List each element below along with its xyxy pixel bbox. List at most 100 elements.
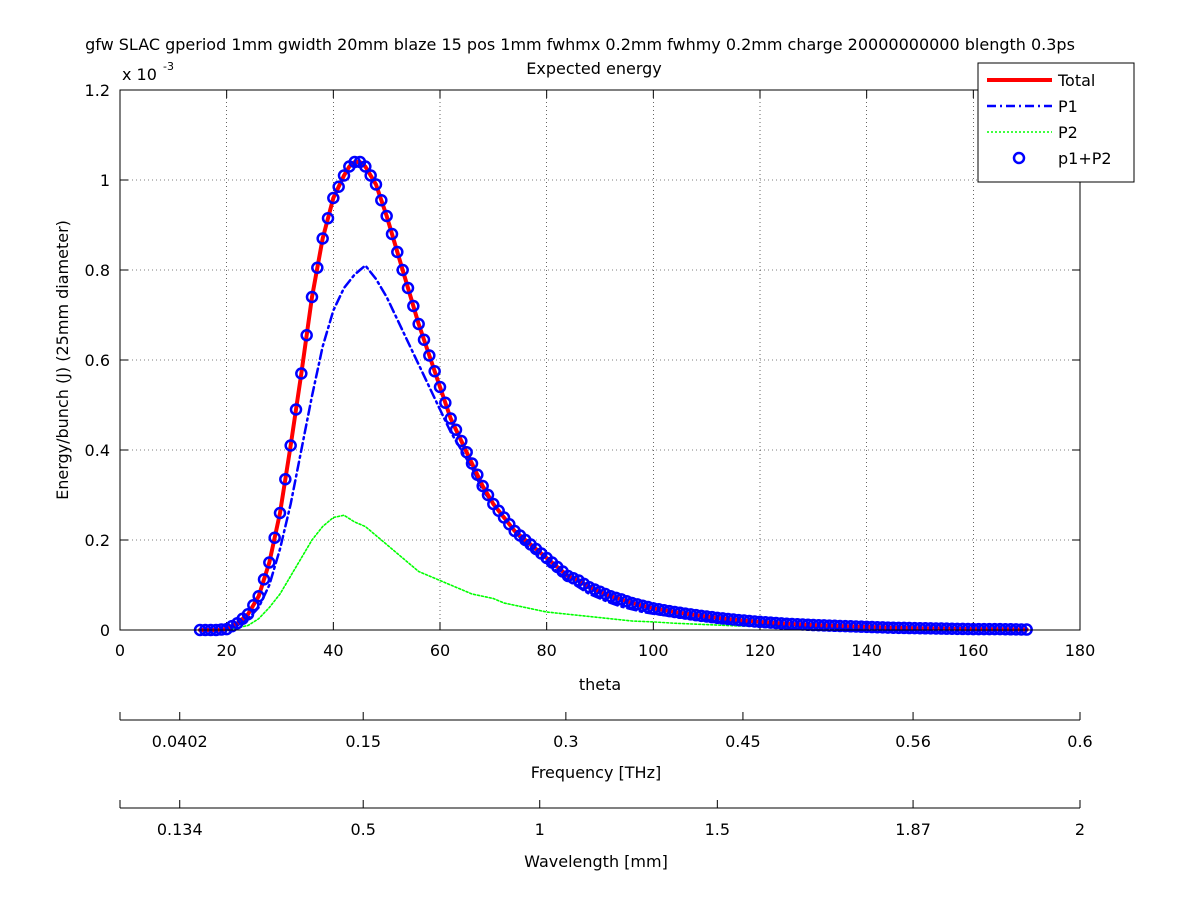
series-marker-p1p2 xyxy=(252,590,265,603)
y-tick-label: 0 xyxy=(100,621,110,640)
series-marker-p1p2 xyxy=(257,573,271,586)
legend-label-p2: P2 xyxy=(1058,123,1078,142)
series-marker-p1p2 xyxy=(300,329,313,342)
series-marker-p1p2 xyxy=(412,317,425,331)
series-marker-p1p2 xyxy=(279,473,292,486)
y-axis-ticks: 0 0.2 0.4 0.6 0.8 1 1.2 xyxy=(85,81,1080,640)
series-marker-p1p2 xyxy=(316,232,329,245)
x-tick-label: 120 xyxy=(745,641,776,660)
series-marker-p1p2 xyxy=(449,423,463,436)
secondary-axis-tick-label: 0.134 xyxy=(157,820,203,839)
series-marker-p1p2 xyxy=(327,191,340,205)
wavelength-axis: 0.134 0.5 1 1.5 1.87 2 xyxy=(119,800,1085,839)
y-tick-label: 0.2 xyxy=(85,531,110,550)
secondary-axis-tick-label: 0.0402 xyxy=(152,732,208,751)
series-marker-p1p2 xyxy=(439,396,452,409)
series-marker-p1p2 xyxy=(604,590,617,603)
secondary-axis-tick-label: 0.3 xyxy=(553,732,578,751)
secondary-axis-tick-label: 2 xyxy=(1075,820,1085,839)
series-marker-p1p2 xyxy=(305,290,319,304)
series-marker-p1p2 xyxy=(295,367,308,380)
series-marker-p1p2 xyxy=(241,608,255,621)
series-marker-p1p2 xyxy=(369,178,383,191)
series-marker-p1p2 xyxy=(417,333,431,346)
y-axis-label: Energy/bunch (J) (25mm diameter) xyxy=(53,220,72,500)
legend-box xyxy=(977,62,1135,183)
y-exponent-power: -3 xyxy=(163,60,174,73)
legend: Total P1 P2 p1+P2 xyxy=(977,62,1135,183)
series-marker-p1p2 xyxy=(428,365,441,378)
series-marker-p1p2 xyxy=(1015,623,1028,636)
series-marker-p1p2 xyxy=(311,261,324,274)
series-marker-p1p2 xyxy=(321,212,335,225)
series-marker-p1p2 xyxy=(289,403,303,416)
legend-label-p1p2: p1+P2 xyxy=(1058,149,1112,168)
y-tick-label: 0.8 xyxy=(85,261,110,280)
series-marker-p1p2 xyxy=(460,446,473,459)
series-marker-p1p2 xyxy=(247,599,260,612)
series-marker-p1p2 xyxy=(263,556,276,569)
series-marker-p1p2 xyxy=(380,209,393,223)
secondary-axis-tick-label: 0.15 xyxy=(345,732,381,751)
series-marker-p1p2 xyxy=(268,531,281,544)
grid-layer xyxy=(120,90,1080,630)
x-tick-label: 60 xyxy=(430,641,450,660)
series-marker-p1p2 xyxy=(407,299,420,313)
secondary-axis-tick-label: 0.5 xyxy=(350,820,375,839)
frequency-axis-label: Frequency [THz] xyxy=(531,763,661,782)
series-marker-p1p2 xyxy=(391,245,404,259)
series-marker-p1p2 xyxy=(476,479,489,493)
chart-title: gfw SLAC gperiod 1mm gwidth 20mm blaze 1… xyxy=(85,35,1075,54)
series-marker-p1p2 xyxy=(401,281,415,295)
series-marker-p1p2 xyxy=(631,598,644,611)
series-marker-p1p2 xyxy=(359,160,372,173)
x-tick-label: 80 xyxy=(536,641,556,660)
series-marker-p1p2 xyxy=(284,439,297,452)
series-marker-p1p2 xyxy=(465,457,479,470)
series-marker-p1p2 xyxy=(481,488,495,502)
series-marker-p1p2 xyxy=(455,434,468,448)
plot-border xyxy=(119,89,1081,631)
series-marker-p1p2 xyxy=(471,468,484,481)
legend-swatch-p1p2 xyxy=(1012,151,1026,165)
series-marker-p1p2 xyxy=(385,227,399,241)
series-marker-p1p2 xyxy=(433,380,447,394)
y-tick-label: 0.6 xyxy=(85,351,110,370)
series-marker-p1p2 xyxy=(332,180,345,193)
series-marker-p1p2 xyxy=(273,506,287,520)
x-tick-label: 180 xyxy=(1065,641,1096,660)
wavelength-axis-label: Wavelength [mm] xyxy=(524,852,668,871)
series-marker-p1p2 xyxy=(423,349,436,362)
legend-label-total: Total xyxy=(1057,71,1095,90)
series-marker-p1p2 xyxy=(636,599,649,612)
x-tick-label: 40 xyxy=(323,641,343,660)
series-marker-p1p2 xyxy=(444,412,457,425)
chart-subtitle: Expected energy xyxy=(526,59,661,78)
series-marker-p1p2 xyxy=(375,194,388,207)
y-tick-label: 0.4 xyxy=(85,441,110,460)
secondary-axis-tick-label: 1.87 xyxy=(895,820,931,839)
secondary-axis-tick-label: 0.45 xyxy=(725,732,761,751)
secondary-axis-tick-label: 0.56 xyxy=(895,732,931,751)
legend-label-p1: P1 xyxy=(1058,97,1078,116)
y-exponent-label: x 10 xyxy=(122,65,157,84)
x-axis-label: theta xyxy=(579,675,621,694)
series-marker-p1p2 xyxy=(337,169,351,182)
series-marker-p1p2 xyxy=(348,155,361,169)
x-tick-label: 140 xyxy=(851,641,882,660)
series-marker-p1p2 xyxy=(396,263,409,277)
series-marker-p1p2 xyxy=(609,591,623,605)
x-tick-label: 0 xyxy=(115,641,125,660)
y-tick-label: 1 xyxy=(100,171,110,190)
x-tick-label: 20 xyxy=(216,641,236,660)
secondary-axis-tick-label: 1 xyxy=(535,820,545,839)
x-tick-label: 100 xyxy=(638,641,669,660)
secondary-axis-tick-label: 0.6 xyxy=(1067,732,1092,751)
y-tick-label: 1.2 xyxy=(85,81,110,100)
series-marker-p1p2 xyxy=(364,169,377,182)
series-marker-p1p2 xyxy=(625,596,639,610)
frequency-axis: 0.0402 0.15 0.3 0.45 0.56 0.6 xyxy=(119,712,1093,751)
series-layer xyxy=(193,155,1033,637)
secondary-axis-tick-label: 1.5 xyxy=(705,820,730,839)
